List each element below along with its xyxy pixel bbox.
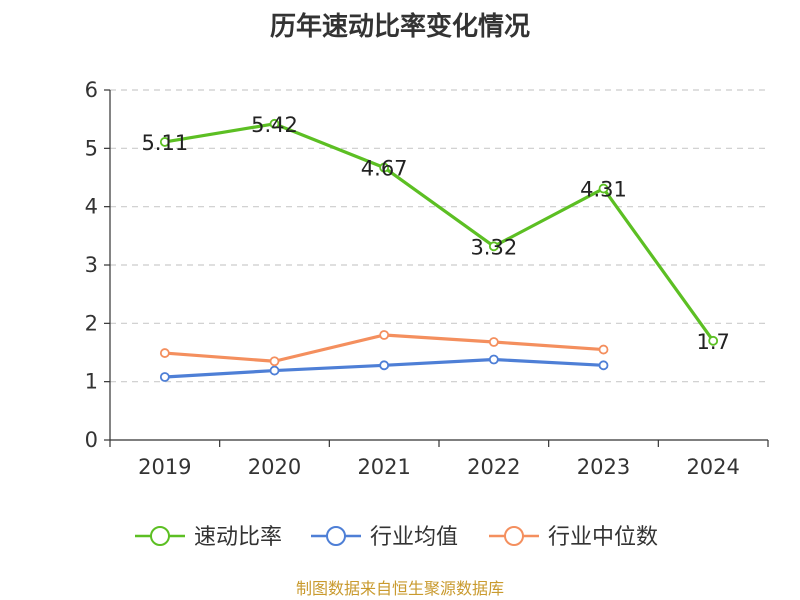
data-point <box>159 372 170 382</box>
chart-title: 历年速动比率变化情况 <box>270 11 530 42</box>
data-point <box>488 337 499 347</box>
legend-label: 行业中位数 <box>548 525 658 550</box>
data-label: 1.7 <box>696 330 729 354</box>
x-tick-label: 2019 <box>138 455 191 479</box>
data-labels: 5.11 5.42 4.67 3.32 4.31 1.7 <box>141 113 729 354</box>
axes: 0 1 2 3 4 5 6 2019 2020 2021 2022 2023 2024 <box>85 78 769 479</box>
data-point <box>269 118 280 129</box>
x-tick-label: 2024 <box>686 455 739 479</box>
y-tick-label: 4 <box>85 195 98 219</box>
data-point <box>488 241 499 252</box>
source-note: 制图数据来自恒生聚源数据库 <box>296 579 504 598</box>
y-tick-label: 3 <box>85 253 98 277</box>
data-label: 4.31 <box>580 178 627 202</box>
legend-label: 速动比率 <box>194 525 282 550</box>
legend-marker <box>326 526 346 546</box>
data-point <box>159 137 170 147</box>
data-point <box>269 365 280 376</box>
legend-marker <box>504 526 524 546</box>
data-point <box>269 356 280 367</box>
y-tick-label: 0 <box>85 428 98 452</box>
data-point <box>598 183 609 194</box>
y-tick-label: 6 <box>85 78 98 102</box>
data-point <box>379 162 390 173</box>
legend: 速动比率 行业均值 行业中位数 <box>135 525 658 550</box>
y-tick-label: 1 <box>85 370 98 394</box>
data-label: 5.42 <box>251 113 298 137</box>
x-tick-label: 2022 <box>467 455 520 479</box>
data-point <box>488 354 499 365</box>
x-tick-label: 2021 <box>357 455 410 479</box>
legend-marker <box>150 526 170 546</box>
x-tick-label: 2023 <box>577 455 630 479</box>
data-label: 3.32 <box>470 235 517 259</box>
data-point <box>708 335 719 346</box>
y-tick-label: 2 <box>85 311 98 335</box>
data-label: 4.67 <box>361 157 408 181</box>
series-group <box>159 118 719 382</box>
series-line <box>164 122 715 342</box>
x-tick-label: 2020 <box>248 455 301 479</box>
data-point <box>598 344 609 355</box>
legend-label: 行业均值 <box>370 525 458 550</box>
legend-item[interactable]: 行业均值 <box>311 525 458 550</box>
y-tick-label: 5 <box>85 136 98 160</box>
data-point <box>159 348 170 358</box>
data-point <box>379 330 390 340</box>
data-point <box>598 360 609 371</box>
data-point <box>379 360 390 371</box>
legend-item[interactable]: 速动比率 <box>135 525 282 550</box>
data-label: 5.11 <box>141 131 188 155</box>
legend-item[interactable]: 行业中位数 <box>489 525 658 550</box>
